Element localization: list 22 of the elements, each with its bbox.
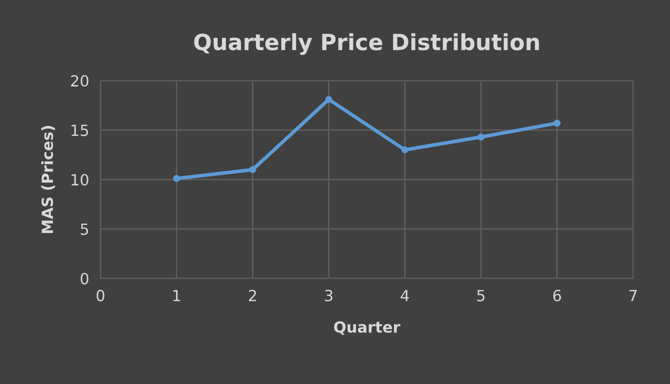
x-tick-label: 1 bbox=[173, 290, 180, 302]
y-tick-label: 20 bbox=[71, 75, 88, 87]
point bbox=[325, 96, 332, 103]
x-tick-label: 2 bbox=[248, 290, 256, 302]
x-tick-label: 6 bbox=[553, 290, 561, 302]
x-tick-label: 0 bbox=[96, 290, 104, 302]
chart-title: Quarterly Price Distribution bbox=[194, 33, 539, 55]
x-tick-label: 5 bbox=[477, 290, 484, 302]
point bbox=[554, 120, 561, 127]
point bbox=[477, 134, 484, 140]
x-tick-label: 7 bbox=[630, 290, 637, 302]
point bbox=[401, 146, 408, 154]
y-tick-label: 10 bbox=[72, 174, 88, 186]
x-tick-label: 4 bbox=[400, 290, 409, 302]
y-tick-label: 5 bbox=[80, 224, 88, 235]
y-tick-label: 0 bbox=[80, 272, 88, 284]
y-tick-label: 15 bbox=[72, 124, 88, 136]
y-axis-title: MAS (Prices) bbox=[41, 126, 55, 234]
point bbox=[173, 175, 180, 182]
point bbox=[249, 166, 256, 174]
x-axis-title: Quarter bbox=[334, 321, 400, 335]
x-tick-label: 3 bbox=[325, 290, 332, 302]
